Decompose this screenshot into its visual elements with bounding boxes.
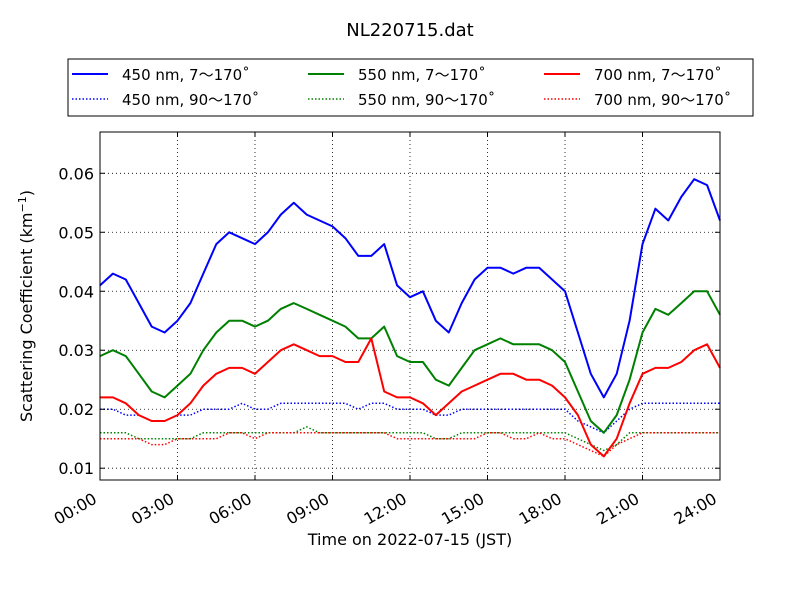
y-tick-label: 0.02 xyxy=(58,400,94,419)
legend-label: 700 nm, 90～170˚ xyxy=(594,91,731,109)
legend-label: 450 nm, 7～170˚ xyxy=(122,66,250,84)
series-line-2 xyxy=(100,402,720,434)
y-axis-label-close: ) xyxy=(17,190,36,196)
chart-title: NL220715.dat xyxy=(346,20,473,41)
legend-box xyxy=(67,58,754,117)
series-line-5 xyxy=(100,337,721,458)
y-axis-label: Scattering Coefficient (km−1) xyxy=(16,190,36,422)
legend-label: 550 nm, 90～170˚ xyxy=(358,91,495,109)
y-axis-label-main: Scattering Coefficient (km xyxy=(17,212,36,422)
legend-label: 700 nm, 7～170˚ xyxy=(594,66,722,84)
legend-label: 550 nm, 7～170˚ xyxy=(358,66,486,84)
series-line-4 xyxy=(100,426,720,452)
y-tick-label: 0.04 xyxy=(58,282,94,301)
y-tick-label: 0.06 xyxy=(58,164,94,183)
grid xyxy=(99,132,721,480)
legend-label: 450 nm, 90～170˚ xyxy=(122,91,259,109)
series-line-3 xyxy=(99,290,721,434)
x-axis-label: Time on 2022-07-15 (JST) xyxy=(307,530,512,549)
y-tick-label: 0.01 xyxy=(58,459,94,478)
y-tick-label: 0.05 xyxy=(58,223,94,242)
y-tick-label: 0.03 xyxy=(58,341,94,360)
y-axis-label-superscript: −1 xyxy=(16,196,29,212)
series-line-6 xyxy=(100,432,720,458)
legend: 450 nm, 7～170˚ 450 nm, 90～170˚ 550 nm, 7～1… xyxy=(67,58,754,117)
plot-area xyxy=(99,178,721,458)
series-line-1 xyxy=(99,178,721,399)
